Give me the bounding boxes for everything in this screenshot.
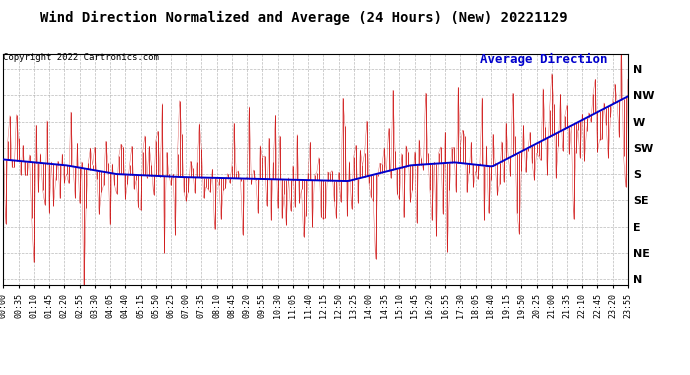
Text: Average Direction: Average Direction [480, 53, 607, 66]
Text: Copyright 2022 Cartronics.com: Copyright 2022 Cartronics.com [3, 53, 159, 62]
Text: Wind Direction Normalized and Average (24 Hours) (New) 20221129: Wind Direction Normalized and Average (2… [40, 11, 567, 26]
